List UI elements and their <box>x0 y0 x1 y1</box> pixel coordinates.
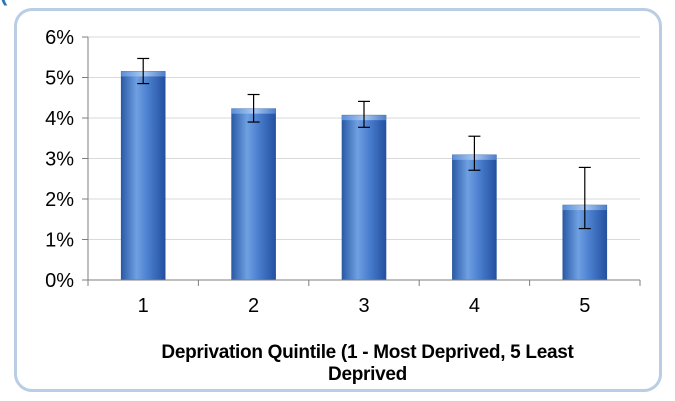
bar <box>231 108 276 281</box>
y-tick-label: 2% <box>45 189 74 211</box>
x-axis-title: Deprivation Quintile (1 - Most Deprived,… <box>161 342 574 385</box>
bar <box>120 71 166 281</box>
x-tick-label: 3 <box>358 295 369 317</box>
x-tick-label: 5 <box>579 295 590 317</box>
axes <box>82 36 641 286</box>
y-tick-label: 6% <box>45 27 74 49</box>
x-tick-label: 2 <box>248 295 259 317</box>
x-tick-label: 4 <box>469 295 480 317</box>
bar <box>341 114 387 281</box>
y-tick-label: 0% <box>45 270 74 292</box>
y-tick-label: 5% <box>45 68 74 90</box>
x-tick-label: 1 <box>138 295 149 317</box>
y-tick-label: 4% <box>45 108 74 130</box>
y-tick-label: 3% <box>45 149 74 171</box>
cropped-heading-fragment: ( <box>0 0 220 5</box>
tick-labels: 0% 1% 2% 3% 4% 5% 6% 1 2 3 4 5 <box>45 27 590 317</box>
y-tick-label: 1% <box>45 230 74 252</box>
error-bars <box>137 57 591 230</box>
bar <box>452 154 497 281</box>
